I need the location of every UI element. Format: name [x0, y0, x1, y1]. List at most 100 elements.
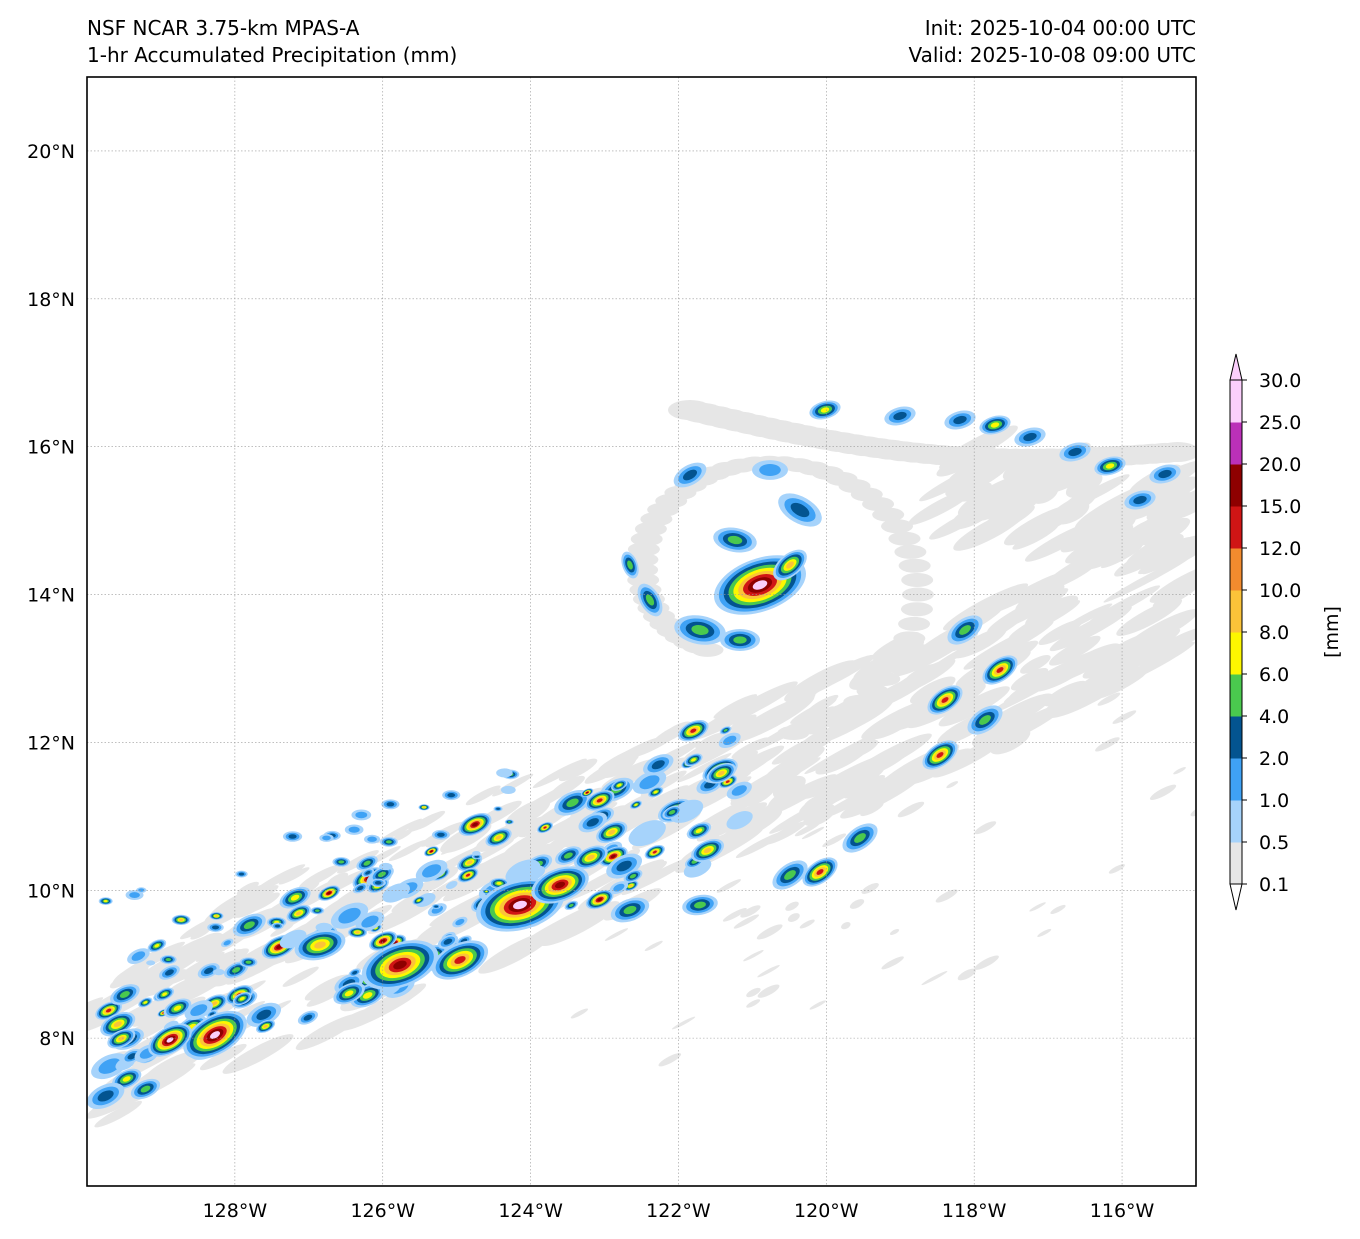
precip-cell — [379, 862, 393, 871]
lon-tick-label: 118°W — [942, 1200, 1007, 1222]
precip-blob — [817, 779, 837, 791]
precip-cell — [430, 850, 433, 853]
precip-cell — [628, 820, 666, 847]
precip-cell — [374, 880, 382, 885]
precip-cell — [380, 939, 386, 943]
precip-cell — [996, 667, 1004, 673]
precip-blob — [862, 496, 895, 511]
precip-cell — [214, 915, 219, 917]
precip-blob — [1152, 581, 1196, 609]
precip-cell — [563, 852, 573, 859]
precip-blob — [1037, 928, 1052, 937]
precip-blob — [777, 726, 810, 741]
colorbar-tick-label: 12.0 — [1259, 538, 1301, 560]
colorbar-tick-label: 0.5 — [1259, 832, 1289, 854]
precip-blob — [625, 766, 646, 781]
precip-cell — [386, 802, 395, 807]
precip-blob — [989, 485, 1056, 522]
precip-blob — [1065, 472, 1103, 498]
precip-cell — [256, 1009, 272, 1020]
colorbar-extend-min — [1229, 883, 1243, 911]
colorbar: 0.1 0.5 1.0 2.0 4.0 6.0 8.0 10.0 12.0 15.0 20.0 25.… — [1229, 353, 1343, 911]
precip-blob — [830, 788, 848, 799]
precip-cell — [143, 1001, 148, 1004]
convective-cells — [87, 400, 1181, 1110]
precip-blob — [1050, 904, 1066, 915]
precip-blob — [180, 939, 204, 952]
precip-blob — [1032, 714, 1046, 723]
precip-cell — [348, 826, 360, 833]
precip-blob — [143, 1051, 197, 1082]
precip-cell — [367, 836, 377, 842]
precip-cell — [979, 715, 991, 725]
precip-blob — [1012, 576, 1059, 604]
precip-blob — [478, 931, 554, 974]
precip-cell — [727, 535, 743, 545]
precip-blob — [785, 901, 799, 911]
precip-blob — [671, 1016, 696, 1030]
precip-blob — [486, 865, 510, 881]
precip-blob — [991, 724, 1001, 732]
model-title: NSF NCAR 3.75-km MPAS-A — [87, 16, 360, 40]
precip-blob — [784, 660, 858, 702]
colorbar-swatch — [1230, 380, 1242, 423]
precip-blob — [804, 792, 828, 807]
precip-cell — [485, 890, 488, 893]
precip-cell — [223, 940, 231, 946]
precip-blob — [190, 927, 211, 940]
precip-blob — [179, 914, 226, 940]
precip-blob — [799, 919, 815, 929]
precip-cell — [695, 828, 703, 834]
colorbar-tick-label: 25.0 — [1259, 412, 1301, 434]
precip-blob — [908, 487, 976, 526]
precip-blob — [801, 826, 825, 840]
precip-blob — [210, 884, 268, 917]
precip-cell — [629, 884, 633, 887]
precip-cell — [496, 768, 513, 778]
precip-cell — [122, 1076, 131, 1082]
precip-cell — [495, 835, 502, 840]
precip-blob — [886, 645, 919, 660]
precip-blob — [221, 885, 279, 917]
precip-cell — [437, 832, 445, 837]
precip-cell — [417, 899, 421, 902]
precip-blob — [878, 659, 911, 674]
lon-tick-label: 126°W — [350, 1200, 415, 1222]
precip-cell — [586, 854, 595, 861]
precip-blob — [841, 922, 851, 930]
precip-cell — [131, 951, 146, 961]
field-title: 1-hr Accumulated Precipitation (mm) — [87, 43, 458, 67]
gridlines — [87, 77, 1196, 1186]
precip-cell — [127, 1053, 137, 1060]
precip-blob — [888, 531, 921, 546]
precip-blob — [1143, 517, 1191, 547]
precip-cell — [352, 970, 358, 975]
precip-blob — [807, 694, 839, 713]
precip-blob — [730, 714, 757, 731]
precip-cell — [290, 894, 300, 901]
precip-blob — [1020, 654, 1051, 674]
precip-cell — [447, 793, 456, 798]
precip-blob — [946, 781, 959, 789]
precip-cell — [505, 859, 541, 884]
precipitation-field — [87, 400, 1196, 1128]
precip-blob — [757, 965, 780, 978]
precip-cell — [211, 1001, 218, 1006]
lat-tick-label: 14°N — [27, 585, 75, 607]
precip-blob — [532, 758, 587, 789]
precip-cell — [990, 422, 1000, 428]
precip-blob — [1087, 585, 1161, 625]
precip-blob — [1149, 784, 1177, 800]
precip-blob — [740, 905, 761, 918]
lat-tick-label: 18°N — [27, 289, 75, 311]
precip-blob — [644, 940, 663, 951]
precip-cell — [496, 807, 501, 810]
precip-cell — [554, 881, 566, 889]
colorbar-tick-label: 6.0 — [1259, 664, 1289, 686]
precip-cell — [274, 924, 281, 928]
valid-time: Valid: 2025-10-08 09:00 UTC — [908, 43, 1196, 67]
precip-blob — [166, 976, 198, 994]
precip-blob — [282, 966, 319, 987]
precip-cell — [446, 881, 458, 890]
precip-cell — [500, 785, 516, 795]
